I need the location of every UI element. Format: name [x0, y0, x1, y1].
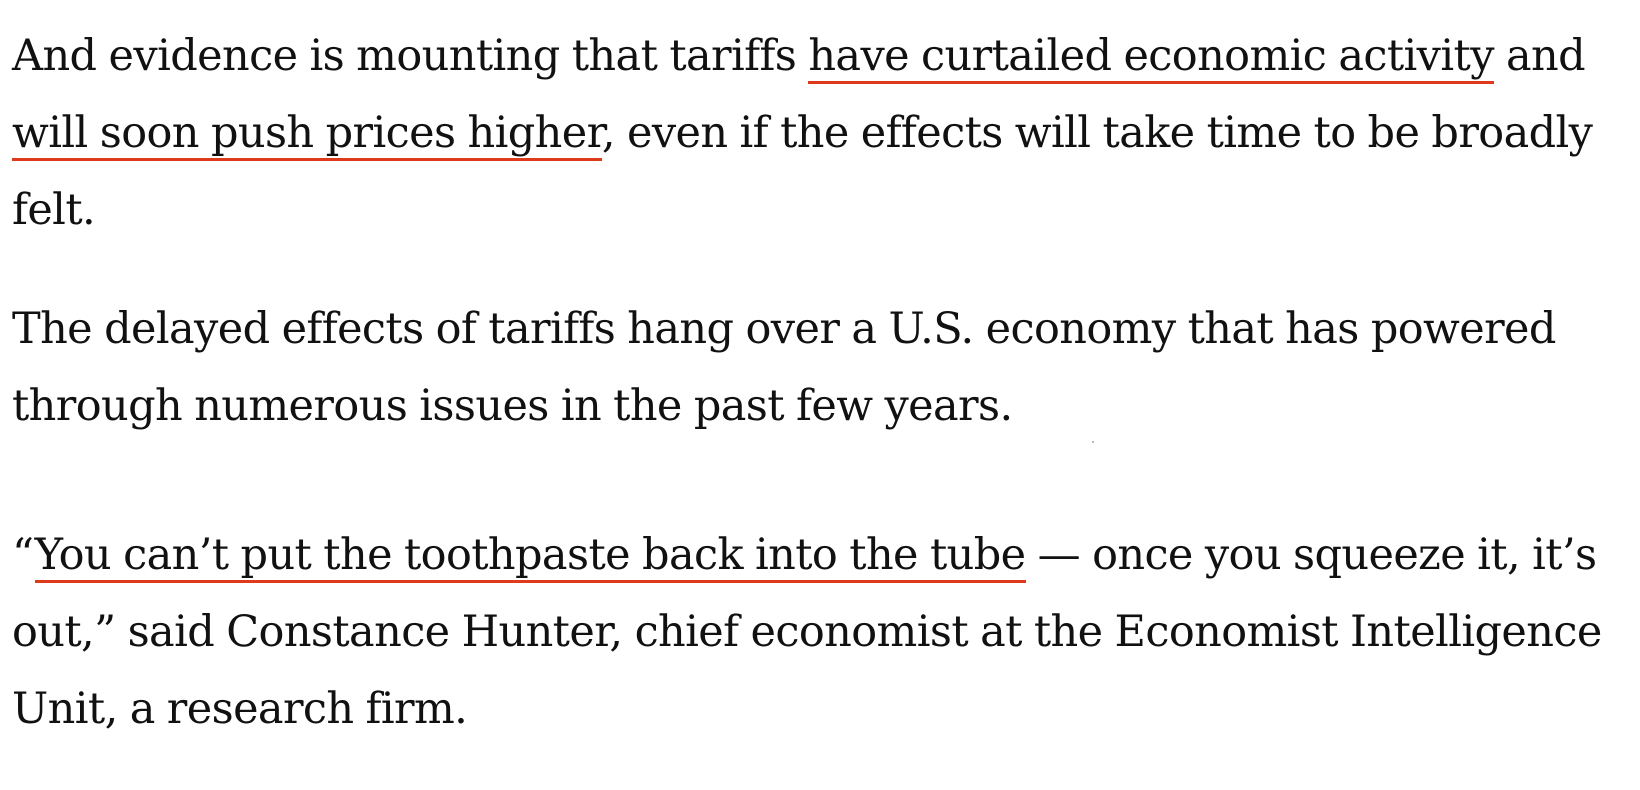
paragraph-tariffs-evidence: And evidence is mounting that tariffs ha… [12, 18, 1622, 249]
paragraph-quote-hunter: “You can’t put the toothpaste back into … [12, 517, 1622, 748]
paragraph-text: — once you squeeze it, it’s out,” said C… [12, 530, 1602, 734]
link-toothpaste-tube[interactable]: You can’t put the toothpaste back into t… [34, 530, 1026, 583]
paragraph-delayed-effects: The delayed effects of tariffs hang over… [12, 291, 1622, 445]
paragraph-text: The delayed effects of tariffs hang over… [12, 304, 1556, 431]
link-push-prices-higher[interactable]: will soon push prices higher [12, 108, 602, 161]
paragraph-text: and [1493, 31, 1586, 81]
article-body: And evidence is mounting that tariffs ha… [12, 18, 1622, 748]
paragraph-text: And evidence is mounting that tariffs [12, 31, 809, 81]
stray-mark [1092, 441, 1094, 443]
paragraph-text: , even if the effects will take time to … [12, 108, 1593, 235]
open-quote: “ [12, 530, 35, 580]
link-curtailed-economic-activity[interactable]: have curtailed economic activity [808, 31, 1495, 84]
